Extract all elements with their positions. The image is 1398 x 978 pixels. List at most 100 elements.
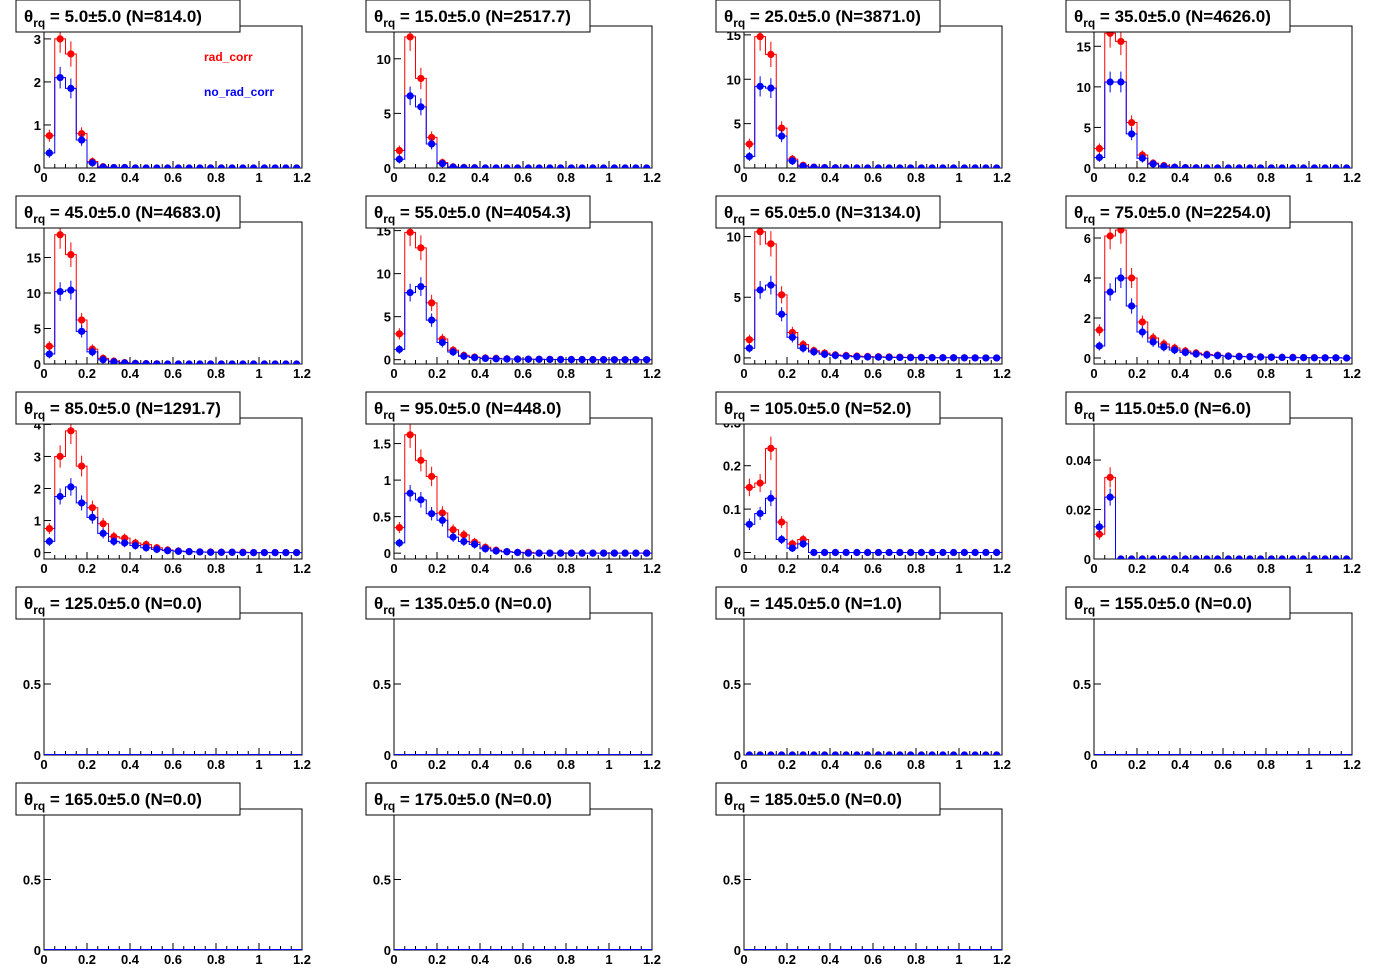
title-box <box>1065 0 1291 33</box>
point-no_rad_corr <box>417 103 425 111</box>
x-tick-label: 0.4 <box>471 170 490 185</box>
x-tick-label: 1 <box>605 366 612 381</box>
point-no_rad_corr <box>1300 164 1308 168</box>
point-rad_corr <box>45 342 53 350</box>
point-rad_corr <box>417 74 425 83</box>
data-layer <box>44 26 302 168</box>
point-no_rad_corr <box>250 548 258 557</box>
point-no_rad_corr <box>632 549 640 557</box>
x-tick-label: 0.2 <box>778 366 796 381</box>
plot-frame <box>1093 612 1353 756</box>
point-no_rad_corr <box>896 751 904 755</box>
x-tick-label: 0 <box>40 366 47 381</box>
point-no_rad_corr <box>142 544 150 552</box>
plot-frame <box>43 808 303 951</box>
point-no_rad_corr <box>853 548 861 557</box>
y-tick-label: 1.5 <box>373 437 391 452</box>
point-no_rad_corr <box>788 157 796 165</box>
point-no_rad_corr <box>907 164 915 168</box>
point-no_rad_corr <box>864 353 872 361</box>
x-tick-label: 0.2 <box>1128 170 1146 185</box>
point-no_rad_corr <box>557 355 565 364</box>
x-tick-label: 0.4 <box>471 561 490 576</box>
point-no_rad_corr <box>578 356 586 364</box>
plot-frame <box>393 612 653 756</box>
point-rad_corr <box>778 518 786 526</box>
point-no_rad_corr <box>1160 555 1168 559</box>
histogram-rad_corr <box>44 38 302 168</box>
point-no_rad_corr <box>1310 164 1318 168</box>
y-tick-label: 0.5 <box>23 873 41 888</box>
title-text: θrq = 175.0±5.0 (N=0.0) <box>374 790 552 813</box>
title-text: θrq = 165.0±5.0 (N=0.0) <box>24 790 202 813</box>
point-no_rad_corr <box>45 149 53 157</box>
point-no_rad_corr <box>196 548 204 556</box>
point-no_rad_corr <box>217 548 225 556</box>
x-tick-label: 0.2 <box>778 952 796 967</box>
x-tick-label: 0.4 <box>121 366 140 381</box>
histogram-no_rad_corr <box>44 289 302 364</box>
point-no_rad_corr <box>799 162 807 168</box>
point-no_rad_corr <box>600 164 608 168</box>
point-no_rad_corr <box>67 84 75 92</box>
x-tick-label: 0 <box>40 170 47 185</box>
x-tick-label: 0.8 <box>1257 561 1275 576</box>
point-no_rad_corr <box>503 355 511 363</box>
x-tick-label: 1 <box>955 561 962 576</box>
point-no_rad_corr <box>449 163 457 168</box>
point-no_rad_corr <box>1332 354 1340 362</box>
point-no_rad_corr <box>164 164 172 168</box>
point-no_rad_corr <box>810 548 818 557</box>
point-no_rad_corr <box>1246 555 1254 559</box>
x-tick-label: 0.4 <box>821 952 840 967</box>
point-no_rad_corr <box>1343 164 1351 168</box>
x-tick-label: 0.4 <box>1171 366 1190 381</box>
point-no_rad_corr <box>600 356 608 364</box>
point-no_rad_corr <box>1224 555 1232 559</box>
x-tick-label: 0.4 <box>821 170 840 185</box>
point-no_rad_corr <box>293 548 301 557</box>
x-tick-label: 0.8 <box>207 366 225 381</box>
plot-frame <box>393 417 653 560</box>
point-no_rad_corr <box>767 494 775 502</box>
point-rad_corr <box>428 133 436 142</box>
point-rad_corr <box>88 504 96 512</box>
point-no_rad_corr <box>610 549 618 557</box>
point-no_rad_corr <box>842 548 850 557</box>
x-tick-label: 0.8 <box>557 952 575 967</box>
y-tick-label: 0.5 <box>373 510 391 525</box>
panel-title: θrq = 55.0±5.0 (N=4054.3) <box>365 195 591 229</box>
point-no_rad_corr <box>842 352 850 360</box>
x-tick-label: 0 <box>390 366 397 381</box>
panel-title: θrq = 145.0±5.0 (N=1.0) <box>715 586 941 620</box>
point-rad_corr <box>99 520 107 528</box>
histogram-no_rad_corr <box>1094 277 1352 359</box>
title-box <box>715 391 941 425</box>
y-tick-label: 0.5 <box>723 677 741 692</box>
point-no_rad_corr <box>460 164 468 168</box>
x-tick-label: 0.4 <box>121 170 140 185</box>
point-no_rad_corr <box>821 164 829 168</box>
point-no_rad_corr <box>821 350 829 358</box>
x-tick-label: 0.2 <box>78 366 96 381</box>
point-rad_corr <box>67 50 75 58</box>
point-rad_corr <box>1095 326 1103 334</box>
point-no_rad_corr <box>928 354 936 362</box>
data-layer <box>44 418 302 557</box>
y-tick-label: 0 <box>734 545 741 560</box>
x-tick-label: 1.2 <box>293 170 311 185</box>
point-no_rad_corr <box>45 350 53 358</box>
x-tick-label: 1 <box>255 170 262 185</box>
point-no_rad_corr <box>492 547 500 555</box>
y-tick-label: 2 <box>34 75 41 90</box>
point-no_rad_corr <box>567 355 575 364</box>
histogram-no_rad_corr <box>44 486 302 554</box>
point-no_rad_corr <box>756 751 764 755</box>
y-tick-label: 3 <box>34 449 41 464</box>
panel-4: 0 0.2 0.4 0.6 0.8 1 1.2 0 5 10 15 θrq = 45.0±5.0 (N… <box>15 195 311 381</box>
point-no_rad_corr <box>842 164 850 168</box>
title-text: θrq = 25.0±5.0 (N=3871.0) <box>724 7 921 30</box>
point-no_rad_corr <box>121 163 129 168</box>
title-text: θrq = 185.0±5.0 (N=0.0) <box>724 790 902 813</box>
point-no_rad_corr <box>546 164 554 168</box>
